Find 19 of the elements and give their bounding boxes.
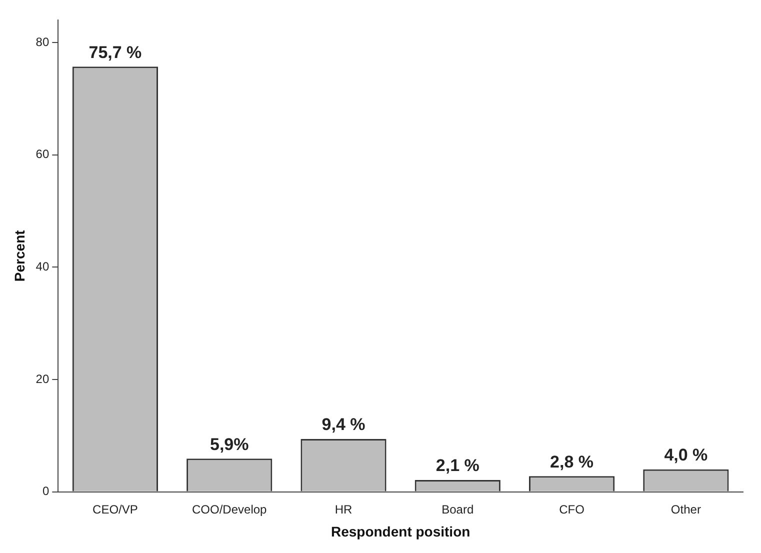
data-label: 4,0 %: [664, 446, 708, 465]
data-label: 2,8 %: [550, 452, 594, 472]
data-label: 2,1 %: [436, 456, 480, 476]
y-axis-title: Percent: [11, 230, 28, 282]
y-tick-label: 0: [42, 484, 50, 498]
data-label: 9,4 %: [322, 415, 366, 434]
data-label: 5,9%: [210, 434, 249, 454]
y-tick-label: 80: [36, 34, 50, 49]
y-tick-label: 20: [36, 372, 50, 386]
x-tick-label: Board: [442, 502, 474, 516]
data-label: 75,7 %: [88, 42, 142, 62]
x-tick-label: Other: [670, 502, 701, 516]
y-tick-label: 40: [36, 259, 50, 274]
x-tick-label: HR: [334, 502, 352, 516]
x-tick-label: CFO: [559, 502, 584, 516]
x-tick-label: COO/Develop: [192, 502, 268, 516]
y-tick-label: 60: [36, 147, 50, 162]
x-axis-title: Respondent position: [330, 523, 470, 540]
x-tick-label: CEO/VP: [92, 502, 138, 516]
